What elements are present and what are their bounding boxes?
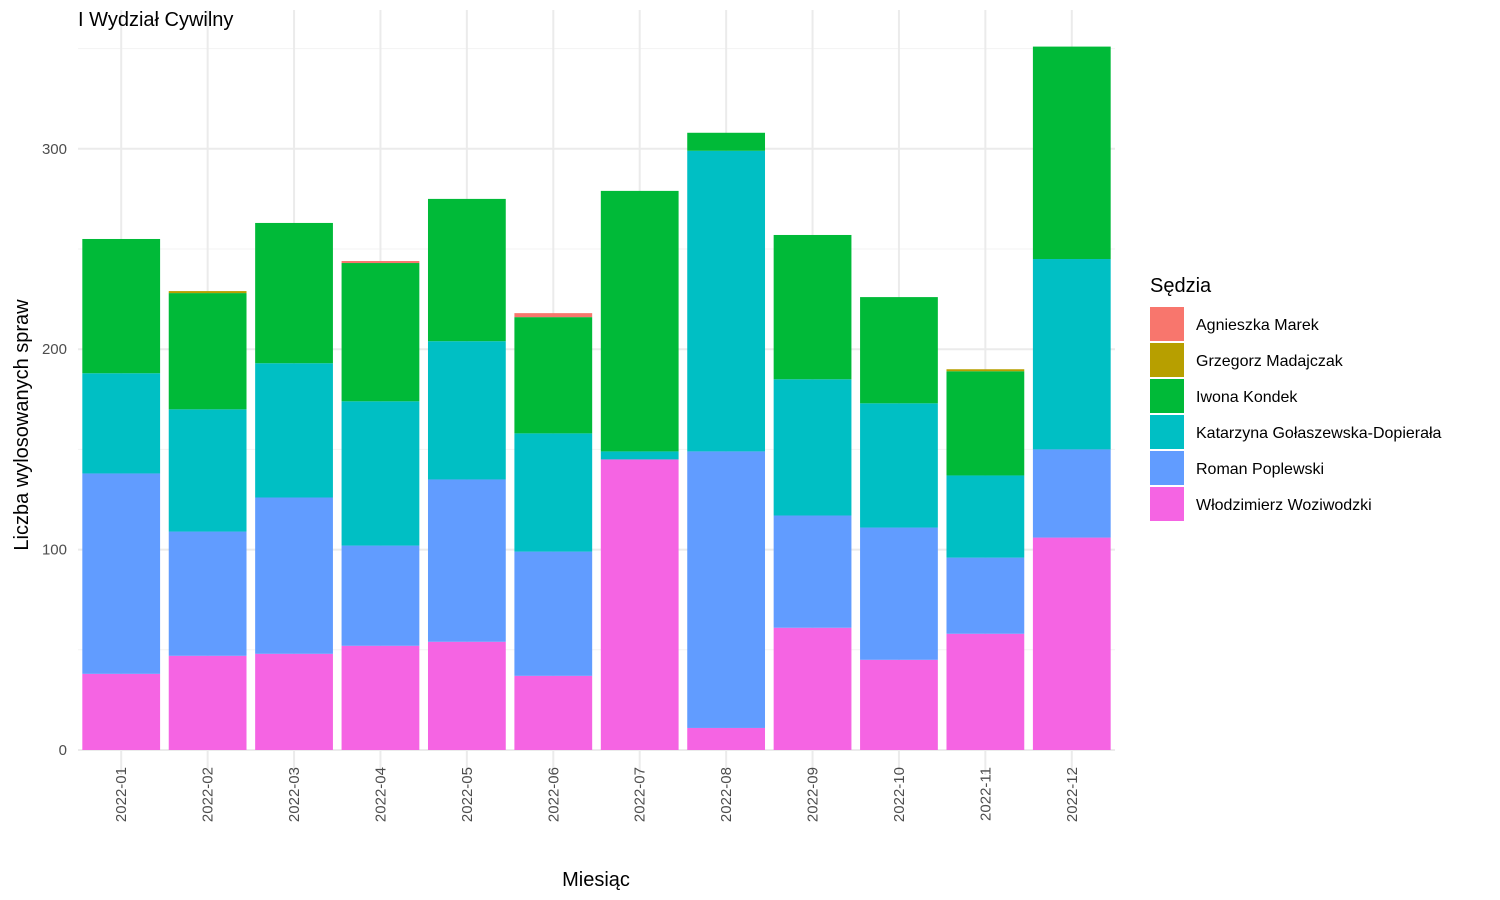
bar-segment: [341, 401, 420, 546]
x-tick-label: 2022-11: [977, 767, 994, 821]
x-tick-labels: 2022-01 2022-02 2022-03 2022-04 2022-05 2022-…: [113, 767, 1081, 822]
bar-segment: [168, 293, 247, 410]
bar-segment: [82, 473, 161, 674]
legend-swatch: [1150, 379, 1184, 413]
bar-segment: [168, 409, 247, 532]
legend-label: Włodzimierz Woziwodzki: [1196, 497, 1372, 514]
bar-segment: [341, 261, 420, 264]
y-tick-label: 200: [42, 341, 67, 358]
bar-segment: [427, 341, 506, 480]
bar-segment: [255, 222, 333, 364]
bar-segment: [1032, 449, 1111, 538]
legend: Sędzia Agnieszka Marek Grzegorz Madajczak…: [1150, 275, 1442, 521]
bar-segment: [1032, 537, 1111, 750]
bar-segment: [514, 317, 593, 434]
bar-segment: [168, 531, 247, 656]
legend-label: Agnieszka Marek: [1196, 317, 1320, 334]
legend-title: Sędzia: [1150, 275, 1212, 297]
bar-segment: [860, 297, 938, 404]
bar-segment: [514, 551, 593, 676]
bar-segment: [1032, 259, 1111, 450]
bar-segment: [773, 234, 852, 380]
bar-segment: [341, 645, 420, 750]
legend-label: Katarzyna Gołaszewska-Dopierała: [1196, 425, 1442, 442]
x-tick-label: 2022-10: [891, 767, 908, 822]
bar-segment: [860, 659, 938, 750]
bar-segment: [600, 190, 679, 452]
bar-segment: [946, 557, 1025, 634]
legend-label: Grzegorz Madajczak: [1196, 353, 1344, 370]
bar-segment: [82, 238, 161, 374]
legend-label: Roman Poplewski: [1196, 461, 1324, 478]
legend-label: Iwona Kondek: [1196, 389, 1298, 406]
bar-segment: [168, 655, 247, 750]
x-tick-label: 2022-06: [545, 767, 562, 822]
bar-segment: [514, 313, 593, 318]
bar-segment: [946, 371, 1025, 476]
bar-segment: [600, 459, 679, 750]
y-tick-label: 0: [59, 742, 67, 759]
legend-swatch: [1150, 451, 1184, 485]
x-tick-label: 2022-12: [1064, 767, 1081, 822]
y-tick-label: 300: [42, 141, 67, 158]
bar-segment: [687, 451, 766, 728]
bar-segment: [687, 150, 766, 452]
bar-segment: [168, 291, 247, 294]
bar-segment: [427, 479, 506, 642]
bar-segment: [427, 641, 506, 750]
legend-swatch: [1150, 343, 1184, 377]
legend-swatch: [1150, 487, 1184, 521]
bar-segment: [82, 373, 161, 474]
bar-segment: [1032, 46, 1111, 260]
bar-segment: [946, 475, 1025, 558]
x-axis-title: Miesiąc: [562, 869, 630, 891]
bar-segment: [341, 545, 420, 646]
x-tick-label: 2022-05: [459, 767, 476, 822]
x-tick-label: 2022-09: [805, 767, 822, 822]
bar-segment: [946, 633, 1025, 750]
bar-segment: [255, 653, 333, 750]
bar-segment: [341, 263, 420, 402]
bar-segment: [255, 497, 333, 654]
x-tick-label: 2022-08: [718, 767, 735, 822]
bar-segment: [687, 727, 766, 750]
bar-segment: [860, 403, 938, 528]
x-tick-label: 2022-01: [113, 767, 130, 822]
bar-segment: [255, 363, 333, 498]
legend-swatch: [1150, 415, 1184, 449]
x-tick-label: 2022-04: [372, 767, 389, 822]
chart-title: I Wydział Cywilny: [78, 9, 233, 31]
bar-segment: [687, 132, 766, 151]
y-tick-label: 100: [42, 542, 67, 559]
bar-segment: [773, 379, 852, 516]
bar-segment: [600, 451, 679, 460]
bar-segment: [773, 515, 852, 628]
bar-segment: [773, 627, 852, 750]
bar-segment: [514, 433, 593, 552]
bar-segment: [514, 675, 593, 750]
bar-segment: [946, 369, 1025, 372]
y-axis-title: Liczba wylosowanych spraw: [11, 299, 33, 551]
x-tick-label: 2022-02: [200, 767, 217, 822]
x-tick-label: 2022-07: [632, 767, 649, 822]
y-tick-labels: 0 100 200 300: [42, 141, 67, 759]
bar-segment: [427, 198, 506, 342]
bars: [82, 46, 1111, 750]
bar-segment: [860, 527, 938, 660]
x-tick-label: 2022-03: [286, 767, 303, 822]
bar-segment: [82, 673, 161, 750]
legend-swatch: [1150, 307, 1184, 341]
